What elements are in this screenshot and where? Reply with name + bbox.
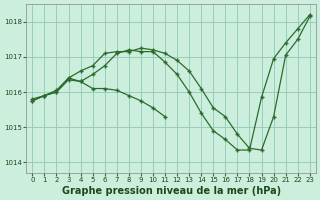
X-axis label: Graphe pression niveau de la mer (hPa): Graphe pression niveau de la mer (hPa) (61, 186, 281, 196)
